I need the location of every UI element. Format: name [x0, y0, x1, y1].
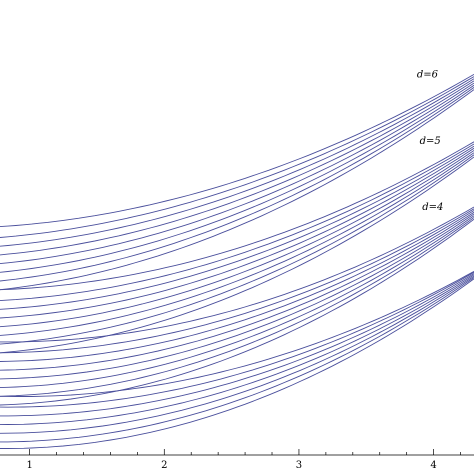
curve-line — [0, 87, 474, 282]
curve-line — [0, 78, 474, 247]
x-axis-ticks: 1 2 3 4 — [26, 449, 461, 471]
curve-line — [0, 210, 474, 362]
curve-line — [0, 84, 474, 273]
curve-line — [0, 275, 474, 434]
curve-line — [0, 271, 474, 397]
curve-line — [0, 80, 474, 256]
curve-line — [0, 150, 474, 328]
curve-line — [0, 218, 474, 406]
curve-line — [0, 274, 474, 426]
curve-line — [0, 76, 474, 238]
x-tick-label: 4 — [430, 460, 436, 471]
curve-line — [0, 156, 474, 354]
curve-line — [0, 89, 474, 291]
curve-group-label: d=5 — [420, 136, 441, 147]
curve-line — [0, 278, 474, 449]
curve-line — [0, 147, 474, 319]
curve-line — [0, 217, 474, 397]
x-tick-label: 2 — [161, 460, 167, 471]
curve-line — [0, 215, 474, 389]
curve-line — [0, 213, 474, 380]
curve-line — [0, 271, 474, 408]
x-tick-label: 1 — [26, 460, 32, 471]
curve-line — [0, 154, 474, 345]
curve-line — [0, 277, 474, 443]
curve-line — [0, 141, 474, 291]
curves-layer — [0, 74, 474, 449]
x-tick-label: 3 — [296, 460, 302, 471]
curve-line — [0, 152, 474, 336]
curve-line — [0, 145, 474, 310]
curve-group-label: d=4 — [422, 202, 443, 213]
curve-line — [0, 143, 474, 302]
curve-line — [0, 273, 474, 417]
curve-line — [0, 211, 474, 371]
curve-line — [0, 74, 474, 228]
curve-annotations: d=6 d=5 d=4 — [417, 70, 444, 213]
curve-line — [0, 82, 474, 265]
curve-group-label: d=6 — [417, 70, 439, 81]
curve-line — [0, 206, 474, 343]
curve-line — [0, 208, 474, 354]
